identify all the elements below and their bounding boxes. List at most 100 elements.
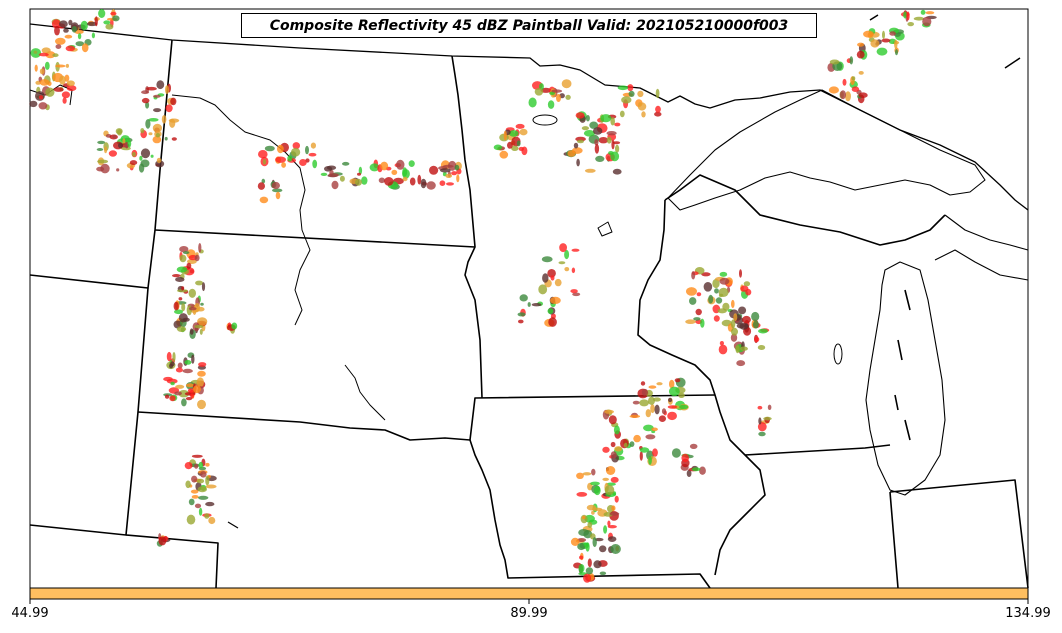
reflectivity-blob	[623, 442, 628, 448]
reflectivity-blob	[652, 448, 658, 457]
reflectivity-blob	[667, 405, 678, 409]
reflectivity-blob	[81, 43, 89, 53]
reflectivity-blob	[615, 144, 620, 153]
reflectivity-blob	[112, 134, 117, 139]
reflectivity-blob	[594, 537, 604, 542]
colorbar-tick-label-mid: 89.99	[510, 606, 548, 621]
reflectivity-blob	[155, 133, 161, 138]
reflectivity-blob	[98, 9, 106, 18]
reflectivity-blob	[607, 520, 611, 527]
reflectivity-blob	[763, 416, 772, 421]
reflectivity-blob	[550, 296, 561, 304]
reflectivity-blob	[140, 128, 145, 134]
reflectivity-blob	[925, 11, 935, 15]
reflectivity-blob	[153, 108, 162, 113]
reflectivity-blob	[650, 404, 655, 414]
reflectivity-blob	[39, 68, 45, 75]
reflectivity-blob	[141, 90, 150, 95]
reflectivity-blob	[685, 319, 696, 325]
reflectivity-blob	[310, 142, 316, 149]
reflectivity-blob	[97, 159, 109, 164]
reflectivity-blob	[719, 271, 728, 277]
reflectivity-blob	[736, 360, 746, 367]
reflectivity-blob	[44, 61, 50, 70]
reflectivity-blob	[205, 462, 210, 467]
reflectivity-blob	[62, 97, 67, 104]
reflectivity-blob	[120, 146, 131, 151]
reflectivity-blob	[71, 26, 77, 33]
reflectivity-blob	[66, 80, 75, 87]
reflectivity-blob	[571, 248, 580, 252]
reflectivity-blob	[604, 409, 614, 414]
reflectivity-blob	[51, 19, 61, 29]
reflectivity-blob	[170, 381, 175, 386]
reflectivity-blob	[182, 317, 190, 322]
reflectivity-blob	[586, 504, 597, 511]
reflectivity-blob	[177, 289, 188, 293]
reflectivity-blob	[573, 142, 579, 149]
reflectivity-blob	[153, 94, 161, 98]
reflectivity-blob	[168, 118, 180, 123]
reflectivity-blob	[196, 377, 204, 388]
reflectivity-blob	[272, 188, 283, 193]
reflectivity-blob	[695, 308, 702, 316]
reflectivity-blob	[205, 484, 217, 489]
reflectivity-blob	[191, 354, 195, 364]
reflectivity-blob	[190, 489, 199, 494]
reflectivity-blob	[197, 486, 207, 493]
reflectivity-blob	[80, 20, 88, 31]
reflectivity-blob	[548, 317, 557, 327]
reflectivity-blob	[339, 175, 345, 182]
reflectivity-blob	[100, 163, 110, 174]
reflectivity-blob	[97, 140, 106, 145]
reflectivity-blob	[633, 434, 641, 443]
colorbar-tick-label-max: 134.99	[1005, 606, 1051, 621]
reflectivity-blob	[699, 466, 706, 475]
reflectivity-blob	[903, 11, 907, 19]
reflectivity-blob	[578, 529, 589, 536]
colorbar-tick-label-min: 44.99	[11, 606, 49, 621]
reflectivity-blob	[731, 299, 735, 309]
reflectivity-blob	[658, 415, 667, 423]
reflectivity-blob	[299, 159, 307, 166]
reflectivity-blob	[184, 462, 193, 470]
reflectivity-blob	[45, 87, 55, 97]
reflectivity-blob	[131, 152, 136, 157]
reflectivity-blob	[842, 78, 847, 86]
reflectivity-blob	[876, 47, 888, 56]
reflectivity-blob	[589, 121, 599, 129]
reflectivity-blob	[328, 173, 339, 178]
reflectivity-blob	[96, 166, 105, 172]
reflectivity-blob	[609, 511, 620, 516]
reflectivity-blob	[645, 409, 651, 418]
reflectivity-blob	[129, 160, 138, 166]
reflectivity-blob	[585, 567, 594, 575]
reflectivity-blob	[53, 87, 64, 92]
reflectivity-blob	[199, 328, 203, 335]
reflectivity-blob	[579, 555, 584, 560]
reflectivity-blob	[503, 130, 507, 141]
reflectivity-blob	[610, 117, 615, 126]
reflectivity-blob	[33, 50, 38, 54]
reflectivity-blob	[175, 384, 185, 389]
reflectivity-blob	[140, 159, 150, 168]
reflectivity-blob	[648, 385, 657, 389]
reflectivity-blob	[547, 100, 555, 109]
reflectivity-blob	[188, 307, 197, 311]
reflectivity-blob	[600, 114, 612, 123]
reflectivity-blob	[654, 404, 660, 415]
reflectivity-blob	[342, 161, 350, 166]
reflectivity-blob	[829, 59, 840, 65]
reflectivity-blob	[629, 441, 635, 447]
state-boundaries	[29, 39, 1029, 589]
reflectivity-blob	[577, 542, 586, 551]
reflectivity-blob	[599, 571, 607, 576]
reflectivity-blob	[420, 178, 427, 189]
reflectivity-blob	[55, 37, 66, 45]
reflectivity-blob	[742, 315, 751, 324]
reflectivity-blob	[754, 336, 760, 342]
reflectivity-blob	[907, 22, 914, 27]
reflectivity-blob	[671, 448, 681, 458]
reflectivity-blob	[59, 75, 66, 85]
reflectivity-blob	[519, 294, 528, 302]
